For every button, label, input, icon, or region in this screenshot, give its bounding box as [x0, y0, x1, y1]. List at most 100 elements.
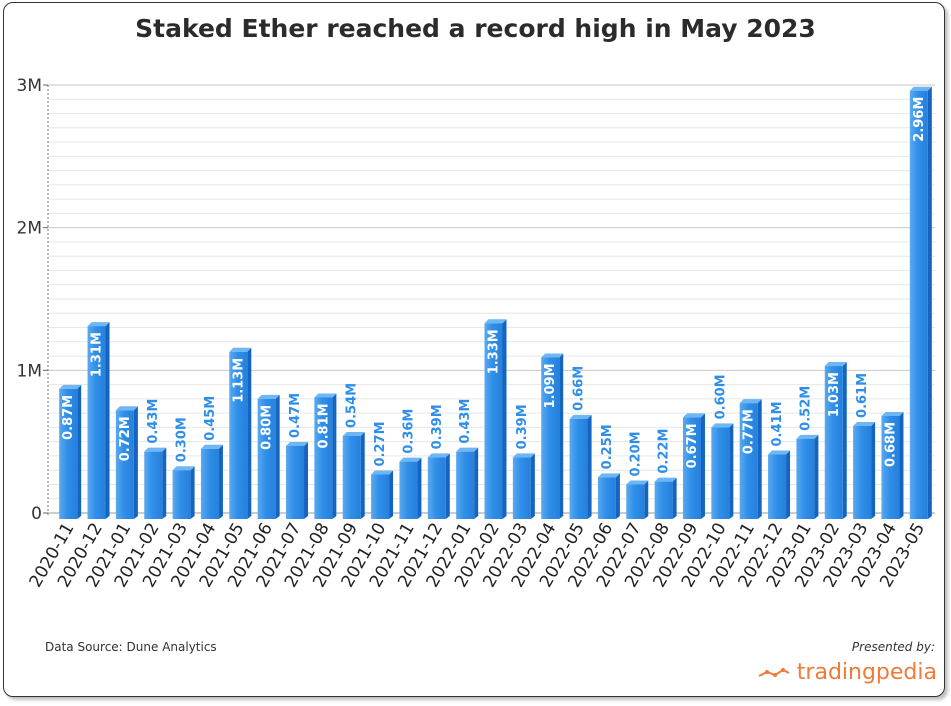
bar-data-label: 0.36M — [401, 409, 416, 454]
bar-top — [739, 399, 762, 404]
y-tick-label: 2M — [17, 219, 42, 239]
bar-data-label: 0.81M — [316, 403, 331, 448]
bar-side — [729, 423, 734, 519]
bar-top — [399, 457, 422, 462]
bar-data-label: 0.22M — [657, 429, 672, 474]
bar-top — [314, 393, 337, 398]
chart-frame — [3, 2, 945, 697]
bar-side — [899, 411, 904, 519]
bar-top — [427, 453, 450, 458]
bar-side — [218, 444, 223, 519]
bar-top — [881, 411, 904, 416]
bar-data-label: 0.25M — [600, 424, 615, 469]
bar — [399, 461, 418, 519]
bar-data-label: 0.43M — [146, 399, 161, 444]
bar-side — [417, 457, 422, 519]
bar-top — [456, 447, 479, 452]
bar-top — [796, 434, 819, 439]
bar — [115, 410, 134, 519]
bar-side — [700, 413, 705, 519]
bar-data-label: 1.03M — [827, 372, 842, 417]
bar-top — [229, 347, 252, 352]
bar-top — [172, 466, 195, 471]
bar — [371, 474, 390, 519]
bar-data-label: 2.96M — [912, 97, 927, 142]
bar-data-label: 1.13M — [231, 358, 246, 403]
bar — [456, 451, 475, 519]
bar — [200, 448, 219, 519]
bar-top — [371, 470, 394, 475]
bar — [342, 435, 361, 519]
bar-data-label: 0.61M — [855, 373, 870, 418]
bar-top — [569, 414, 592, 419]
bar-top — [59, 384, 82, 389]
bar-data-label: 0.87M — [61, 395, 76, 440]
bar-side — [190, 466, 195, 519]
bar — [824, 366, 843, 519]
bar-top — [654, 477, 677, 482]
bar-top — [87, 322, 110, 327]
y-tick-label: 0 — [31, 504, 42, 524]
bar — [172, 470, 191, 519]
bar — [427, 457, 446, 519]
bar-data-label: 0.54M — [345, 383, 360, 428]
bar-top — [768, 450, 791, 455]
bar-data-label: 0.39M — [430, 404, 445, 449]
bar-top — [711, 423, 734, 428]
bar — [257, 398, 276, 519]
bar-data-label: 0.43M — [458, 399, 473, 444]
bar-data-label: 0.30M — [175, 417, 190, 462]
bar-top — [909, 86, 932, 91]
bar-data-label: 0.67M — [685, 423, 700, 468]
bar-top — [597, 473, 620, 478]
bar-side — [615, 473, 620, 519]
bar-top — [115, 406, 138, 411]
bar-top — [853, 421, 876, 426]
bar-data-label: 0.27M — [373, 421, 388, 466]
bar-side — [757, 399, 762, 519]
bar-top — [626, 480, 649, 485]
bar-side — [672, 477, 677, 519]
bar-side — [474, 447, 479, 519]
bar-side — [360, 431, 365, 519]
bar — [739, 403, 758, 519]
bar — [484, 323, 503, 519]
bar-top — [257, 394, 280, 399]
bar — [59, 388, 78, 519]
bar — [853, 425, 872, 519]
bar-side — [587, 414, 592, 519]
bar — [796, 438, 815, 519]
bar-data-label: 1.31M — [90, 332, 105, 377]
brand-name: tradingpedia — [796, 660, 937, 685]
bar — [768, 454, 787, 519]
brand-trend-icon — [758, 667, 790, 677]
bar-data-label: 1.09M — [543, 363, 558, 408]
bar-side — [842, 362, 847, 519]
bar-side — [530, 453, 535, 519]
bar — [314, 397, 333, 519]
bar-top — [682, 413, 705, 418]
bar-data-label: 0.60M — [713, 374, 728, 419]
bar — [654, 481, 673, 519]
bar-data-label: 1.33M — [487, 329, 502, 374]
bar-side — [105, 322, 110, 519]
bar-data-label: 0.45M — [203, 396, 218, 441]
bar-data-label: 0.66M — [572, 366, 587, 411]
bar-data-label: 0.20M — [628, 431, 643, 476]
bar-side — [162, 447, 167, 519]
bar — [229, 351, 248, 519]
bar-data-label: 0.39M — [515, 404, 530, 449]
bar — [909, 90, 928, 519]
bar-data-label: 0.68M — [883, 422, 898, 467]
bar-top — [144, 447, 167, 452]
bar — [87, 326, 106, 519]
bar-side — [332, 393, 337, 519]
chart-title: Staked Ether reached a record high in Ma… — [135, 14, 816, 43]
bar-side — [133, 406, 138, 519]
presented-by-label: Presented by: — [851, 640, 935, 654]
y-tick-label: 3M — [17, 76, 42, 96]
bar-side — [927, 86, 932, 519]
bar-data-label: 0.47M — [288, 393, 303, 438]
bar — [286, 445, 305, 519]
